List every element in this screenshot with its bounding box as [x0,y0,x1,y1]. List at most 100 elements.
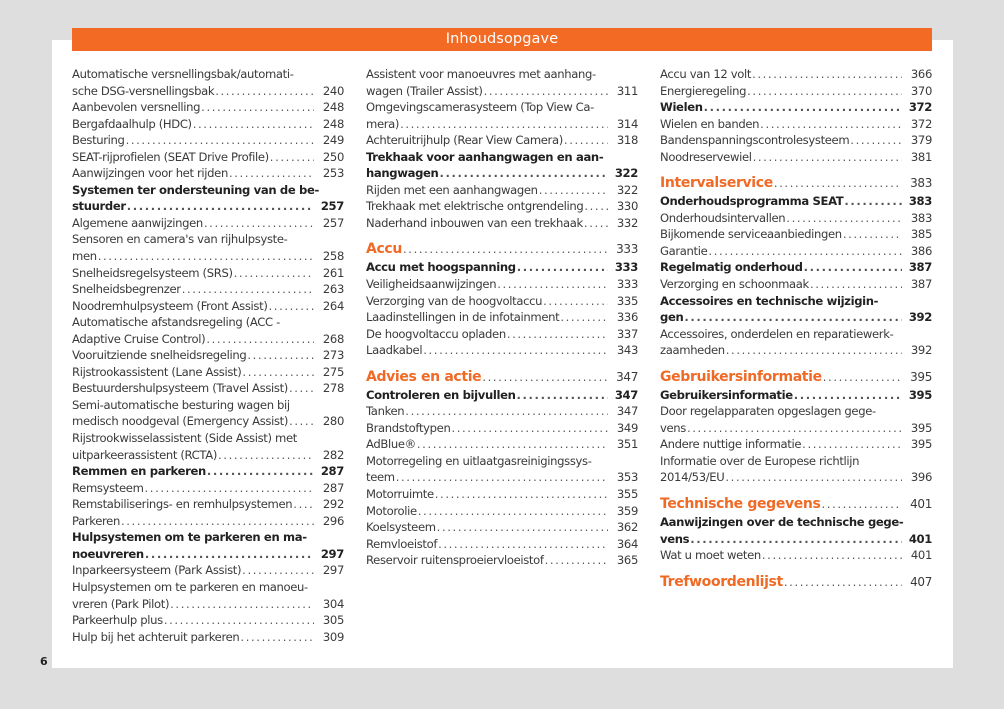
toc-chapter-link[interactable]: Technische gegevens.....................… [660,495,932,514]
toc-entry[interactable]: Bandenspanningscontrolesysteem..........… [660,132,932,149]
toc-entry-line: 2014/53/EU..............................… [660,469,932,486]
toc-entry[interactable]: Hulp bij het achteruit parkeren.........… [72,629,344,646]
toc-entry[interactable]: Parkeerhulp plus........................… [72,612,344,629]
toc-entry[interactable]: Hulpsystemen om te parkeren en ma-noeuvr… [72,529,344,562]
toc-entry[interactable]: Achteruitrijhulp (Rear View Camera).....… [366,132,638,149]
dot-leader: ........................................… [181,282,314,297]
toc-entry[interactable]: Aanwijzingen voor het rijden............… [72,165,344,182]
toc-entry[interactable]: Veiligheidsaanwijzingen.................… [366,276,638,293]
toc-entry[interactable]: Laadinstellingen in de infotainment.....… [366,309,638,326]
toc-entry[interactable]: Wielen..................................… [660,99,932,116]
toc-entry-title: Onderhoudsprogramma SEAT [660,194,844,209]
toc-entry[interactable]: Snelheidsbegrenzer......................… [72,281,344,298]
toc-entry-title: Trekhaak met elektrische ontgrendeling [366,199,584,214]
toc-entry[interactable]: Aanwijzingen over de technische gege-ven… [660,514,932,547]
toc-entry[interactable]: Verzorging van de hoogvoltaccu..........… [366,293,638,310]
dot-leader: ........................................… [803,260,902,275]
toc-entry[interactable]: Accessoires, onderdelen en reparatiewerk… [660,326,932,359]
dot-leader: ........................................… [583,215,608,230]
toc-entry[interactable]: Gebruikersinformatie....................… [660,387,932,404]
toc-page-number: 336 [616,310,638,325]
toc-entry[interactable]: Rijstrookwisselassistent (Side Assist) m… [72,430,344,463]
toc-entry-title: Achteruitrijhulp (Rear View Camera) [366,133,563,148]
toc-entry[interactable]: Controleren en bijvullen................… [366,387,638,404]
toc-entry[interactable]: Trekhaak met elektrische ontgrendeling..… [366,198,638,215]
toc-entry[interactable]: Rijden met een aanhangwagen.............… [366,182,638,199]
toc-entry-title: Snelheidsbegrenzer [72,282,181,297]
toc-entry[interactable]: Wielen en banden........................… [660,116,932,133]
toc-entry[interactable]: Tanken..................................… [366,403,638,420]
toc-entry[interactable]: Reservoir ruitensproeiervloeistof.......… [366,552,638,569]
toc-entry[interactable]: Trekhaak voor aanhangwagen en aan-hangwa… [366,149,638,182]
toc-entry[interactable]: Remmen en parkeren......................… [72,463,344,480]
toc-page-number: 322 [614,166,639,181]
toc-entry-title: Aanwijzingen over de technische gege- [660,515,904,530]
toc-entry[interactable]: SEAT-rijprofielen (SEAT Drive Profile)..… [72,149,344,166]
toc-entry[interactable]: Automatische afstandsregeling (ACC - Adap… [72,314,344,347]
toc-entry[interactable]: Hulpsystemen om te parkeren en manoeu-vr… [72,579,344,612]
toc-entry[interactable]: Parkeren................................… [72,513,344,530]
toc-entry[interactable]: Bijkomende serviceaanbiedingen..........… [660,226,932,243]
toc-entry[interactable]: Snelheidsregelsysteem (SRS).............… [72,265,344,282]
toc-entry[interactable]: Sensoren en camera's van rijhulpsyste-me… [72,231,344,264]
toc-entry[interactable]: Remvloeistof............................… [366,536,638,553]
toc-entry[interactable]: Onderhoudsintervallen...................… [660,210,932,227]
toc-entry[interactable]: Koelsysteem.............................… [366,519,638,536]
toc-entry[interactable]: Noodreservewiel.........................… [660,149,932,166]
toc-entry[interactable]: Garantie................................… [660,243,932,260]
toc-entry[interactable]: Bestuurdershulpsysteem (Travel Assist)..… [72,380,344,397]
toc-chapter-link[interactable]: Trefwoordenlijst........................… [660,573,932,592]
toc-entry[interactable]: Semi-automatische besturing wagen bij med… [72,397,344,430]
toc-entry[interactable]: Verzorging en schoonmaak................… [660,276,932,293]
toc-entry[interactable]: Laadkabel...............................… [366,342,638,359]
toc-entry[interactable]: Automatische versnellingsbak/automati-sc… [72,66,344,99]
toc-entry[interactable]: Omgevingscamerasysteem (Top View Ca-mera… [366,99,638,132]
toc-entry[interactable]: Regelmatig onderhoud....................… [660,259,932,276]
toc-entry[interactable]: Aanbevolen versnelling..................… [72,99,344,116]
toc-page-number: 335 [616,293,638,308]
toc-page-number: 282 [322,447,344,462]
toc-entry[interactable]: Remsysteem..............................… [72,480,344,497]
toc-page-number: 401 [910,497,932,512]
toc-entry-title: Noodreservewiel [660,149,752,164]
toc-entry[interactable]: Door regelapparaten opgeslagen gege-vens… [660,403,932,436]
toc-entry[interactable]: Brandstoftypen..........................… [366,420,638,437]
toc-entry[interactable]: Motorruimte.............................… [366,486,638,503]
toc-entry[interactable]: Systemen ter ondersteuning van de be-stu… [72,182,344,215]
toc-entry[interactable]: Motorolie...............................… [366,503,638,520]
toc-entry[interactable]: Energieregeling.........................… [660,83,932,100]
dot-leader: ........................................… [438,536,608,551]
toc-entry-title: wagen (Trailer Assist) [366,83,483,98]
toc-entry[interactable]: Bergafdaalhulp (HDC)....................… [72,116,344,133]
toc-page-number: 333 [616,242,638,257]
toc-entry[interactable]: De hoogvoltaccu opladen.................… [366,326,638,343]
toc-entry[interactable]: Inparkeersysteem (Park Assist)..........… [72,562,344,579]
dot-leader: ........................................… [802,437,902,452]
toc-chapter-link[interactable]: Accu....................................… [366,240,638,259]
toc-entry[interactable]: Besturing...............................… [72,132,344,149]
page-number: 6 [40,655,48,668]
toc-entry[interactable]: Accessoires en technische wijzigin-gen..… [660,293,932,326]
toc-entry[interactable]: Naderhand inbouwen van een trekhaak.....… [366,215,638,232]
dot-leader: ........................................… [233,265,314,280]
toc-entry[interactable]: Algemene aanwijzingen...................… [72,215,344,232]
toc-chapter-link[interactable]: Gebruikersinformatie....................… [660,368,932,387]
toc-entry[interactable]: Wat u moet weten........................… [660,547,932,564]
toc-entry-line: Noodremhulpsysteem (Front Assist).......… [72,298,344,315]
toc-entry[interactable]: Motorregeling en uitlaatgasreinigingssys… [366,453,638,486]
toc-entry[interactable]: Informatie over de Europese richtlijn 201… [660,453,932,486]
toc-entry[interactable]: Vooruitziende snelheidsregeling.........… [72,347,344,364]
toc-entry[interactable]: Accu van 12 volt........................… [660,66,932,83]
toc-entry[interactable]: AdBlue®.................................… [366,436,638,453]
toc-chapter-link[interactable]: Advies en actie.........................… [366,368,638,387]
toc-entry[interactable]: Assistent voor manoeuvres met aanhang-wa… [366,66,638,99]
toc-entry[interactable]: Noodremhulpsysteem (Front Assist).......… [72,298,344,315]
toc-chapter-link[interactable]: Intervalservice.........................… [660,174,932,193]
toc-entry[interactable]: Remstabiliserings- en remhulpsystemen...… [72,496,344,513]
toc-page-number: 365 [616,553,638,568]
toc-entry[interactable]: Andere nuttige informatie...............… [660,436,932,453]
toc-entry[interactable]: Accu met hoogspanning...................… [366,259,638,276]
toc-entry[interactable]: Rijstrookassistent (Lane Assist)........… [72,364,344,381]
toc-page-number: 333 [614,260,639,275]
toc-entry[interactable]: Onderhoudsprogramma SEAT................… [660,193,932,210]
